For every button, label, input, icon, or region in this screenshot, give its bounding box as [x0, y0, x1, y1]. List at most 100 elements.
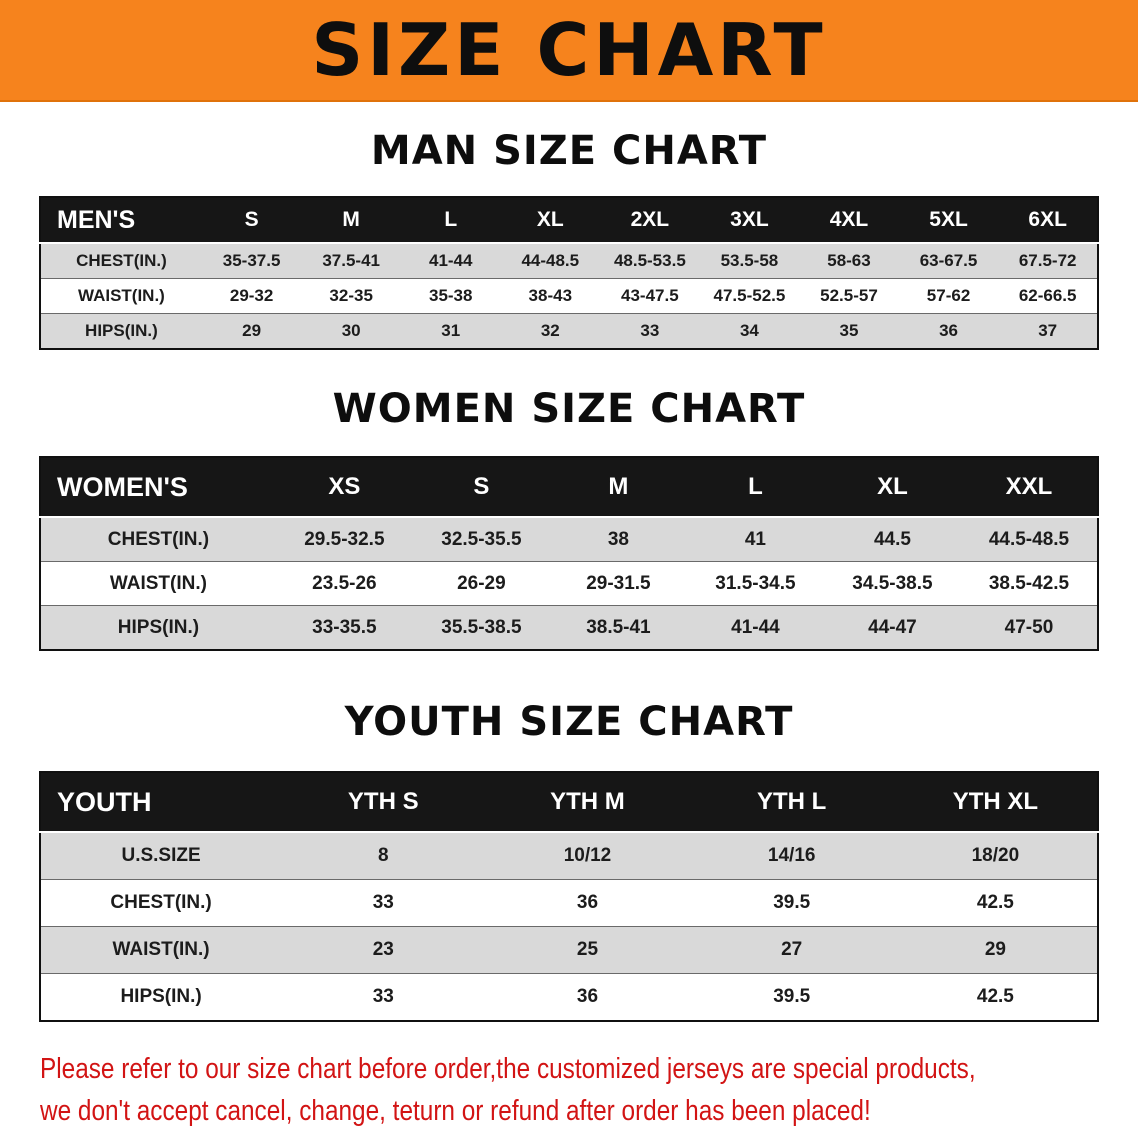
- size-value: 38.5-41: [586, 616, 651, 638]
- size-column-header: 5XL: [898, 197, 999, 243]
- size-value: 41: [744, 528, 766, 550]
- size-value: 43-47.5: [621, 286, 679, 305]
- size-value: 10/12: [563, 845, 612, 866]
- row-label: U.S.SIZE: [121, 845, 201, 866]
- youth-section-title: YOUTH SIZE CHART: [344, 699, 794, 745]
- table-title-cell: MEN'S: [40, 197, 202, 243]
- row-label: CHEST(IN.): [110, 892, 212, 913]
- size-column-header: XS: [275, 457, 413, 517]
- size-value: 67.5-72: [1018, 251, 1077, 270]
- women-size-table: WOMEN'S XS S M L XL XXL CHEST(IN.) 29.5-32.5 32.…: [39, 456, 1099, 651]
- size-column-header: 4XL: [799, 197, 899, 243]
- size-value: 32-35: [329, 286, 373, 305]
- men-header-row: MEN'S S M L XL 2XL 3XL 4XL 5XL 6XL: [40, 197, 1098, 243]
- row-label: WAIST(IN.): [77, 286, 165, 305]
- row-label: CHEST(IN.): [107, 528, 210, 550]
- size-column-header: YTH XL: [893, 772, 1098, 832]
- youth-size-table: YOUTH YTH S YTH M YTH L YTH XL U.S.SIZE 8 10/1…: [39, 771, 1099, 1022]
- table-title-cell: WOMEN'S: [40, 457, 276, 517]
- measurement-row: WAIST(IN.) 23.5-26 26-29 29-31.5 31.5-34.5 34…: [40, 561, 1098, 606]
- size-value: 27: [781, 939, 803, 960]
- women-header-row: WOMEN'S XS S M L XL XXL: [40, 457, 1098, 517]
- size-value: 38: [607, 528, 629, 550]
- notice-line-2: we don't accept cancel, change, teturn o…: [40, 1095, 871, 1128]
- size-value: 29: [984, 939, 1006, 960]
- size-value: 39.5: [773, 892, 811, 913]
- size-value: 52.5-57: [820, 286, 878, 305]
- size-value: 31.5-34.5: [715, 572, 796, 594]
- size-column-header: 6XL: [998, 197, 1098, 243]
- size-value: 25: [576, 939, 599, 960]
- size-value: 35: [839, 321, 859, 340]
- size-column-header: M: [549, 457, 687, 517]
- size-value: 58-63: [827, 251, 871, 270]
- size-value: 57-62: [926, 286, 971, 305]
- size-value: 26-29: [457, 572, 506, 594]
- size-value: 35-37.5: [222, 251, 281, 270]
- size-value: 37.5-41: [322, 251, 380, 270]
- size-value: 37: [1038, 321, 1058, 340]
- size-value: 35.5-38.5: [441, 616, 522, 638]
- size-value: 62-66.5: [1018, 286, 1077, 305]
- size-value: 33: [372, 986, 394, 1007]
- size-column-header: 3XL: [699, 197, 800, 243]
- banner: SIZE CHART: [0, 0, 1138, 102]
- size-value: 30: [341, 321, 361, 340]
- women-section: WOMEN SIZE CHART WOMEN'S XS S M L XL XXL CHEST…: [0, 386, 1138, 651]
- men-section: MAN SIZE CHART MEN'S S M L XL 2XL 3XL 4XL 5XL 6XL…: [0, 128, 1138, 350]
- size-value: 29: [242, 321, 262, 340]
- youth-header-row: YOUTH YTH S YTH M YTH L YTH XL: [40, 772, 1098, 832]
- size-value: 33-35.5: [312, 616, 377, 638]
- size-value: 32: [540, 321, 560, 340]
- size-column-header: YTH S: [281, 772, 486, 832]
- size-value: 34.5-38.5: [852, 572, 933, 594]
- size-value: 23: [372, 939, 394, 960]
- row-label: WAIST(IN.): [109, 572, 207, 594]
- size-value: 34: [739, 321, 759, 340]
- size-value: 23.5-26: [312, 572, 377, 594]
- size-value: 53.5-58: [720, 251, 779, 270]
- size-column-header: L: [400, 197, 501, 243]
- size-value: 48.5-53.5: [613, 251, 686, 270]
- row-label: HIPS(IN.): [117, 616, 200, 638]
- row-label: HIPS(IN.): [85, 321, 158, 340]
- size-value: 36: [576, 892, 599, 913]
- measurement-row: HIPS(IN.) 29 30 31 32 33 34 35 36 37: [40, 313, 1098, 349]
- size-column-header: XL: [500, 197, 601, 243]
- size-value: 29.5-32.5: [304, 528, 385, 550]
- women-table-body: CHEST(IN.) 29.5-32.5 32.5-35.5 38 41 44.5 44.5…: [40, 517, 1098, 650]
- size-value: 33: [640, 321, 660, 340]
- size-value: 38.5-42.5: [988, 572, 1070, 594]
- youth-section: YOUTH SIZE CHART YOUTH YTH S YTH M YTH L YTH…: [0, 699, 1138, 1022]
- size-value: 41-44: [428, 251, 473, 270]
- size-value: 29-32: [229, 286, 274, 305]
- size-value: 42.5: [976, 892, 1014, 913]
- size-value: 47-50: [1004, 616, 1054, 638]
- size-value: 41-44: [731, 616, 780, 638]
- size-column-header: YTH L: [689, 772, 894, 832]
- women-section-title: WOMEN SIZE CHART: [332, 386, 806, 432]
- size-value: 36: [576, 986, 599, 1007]
- measurement-row: CHEST(IN.) 33 36 39.5 42.5: [40, 879, 1098, 927]
- size-value: 14/16: [767, 845, 816, 866]
- size-value: 44-48.5: [521, 251, 580, 270]
- measurement-row: U.S.SIZE 8 10/12 14/16 18/20: [40, 832, 1098, 880]
- size-column-header: L: [686, 457, 824, 517]
- size-column-header: XXL: [960, 457, 1098, 517]
- size-value: 35-38: [428, 286, 473, 305]
- measurement-row: HIPS(IN.) 33 36 39.5 42.5: [40, 973, 1098, 1021]
- size-value: 38-43: [528, 286, 573, 305]
- measurement-row: CHEST(IN.) 35-37.5 37.5-41 41-44 44-48.5 48.5…: [40, 243, 1098, 279]
- men-table-body: CHEST(IN.) 35-37.5 37.5-41 41-44 44-48.5 48.5…: [40, 243, 1098, 349]
- size-value: 33: [372, 892, 394, 913]
- size-value: 63-67.5: [919, 251, 978, 270]
- size-value: 42.5: [976, 986, 1014, 1007]
- measurement-row: WAIST(IN.) 23 25 27 29: [40, 926, 1098, 974]
- order-notice: Please refer to our size chart before or…: [40, 1048, 1098, 1132]
- size-value: 36: [939, 321, 958, 340]
- size-value: 47.5-52.5: [713, 286, 786, 305]
- row-label: CHEST(IN.): [76, 251, 167, 270]
- size-value: 31: [441, 321, 461, 340]
- size-value: 39.5: [773, 986, 811, 1007]
- size-value: 8: [377, 845, 389, 866]
